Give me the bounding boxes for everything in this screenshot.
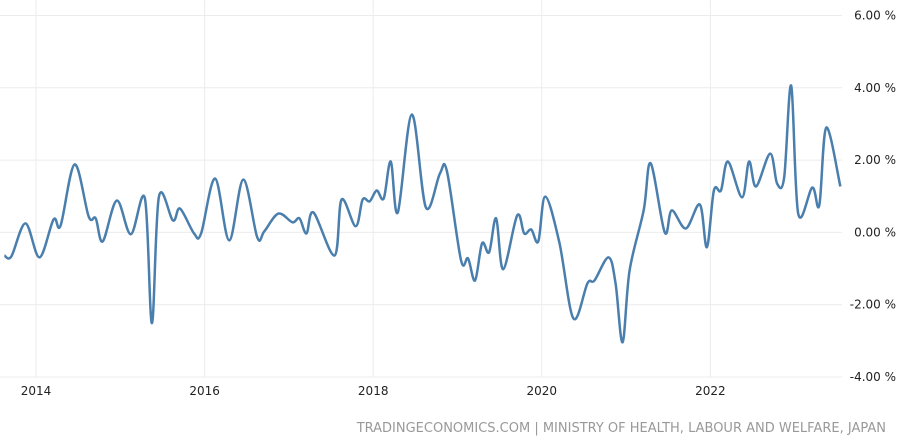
y-tick-label: 4.00 %	[854, 81, 896, 95]
y-tick-label: 0.00 %	[854, 225, 896, 239]
source-credit: TRADINGECONOMICS.COM | MINISTRY OF HEALT…	[356, 421, 886, 436]
y-tick-label: -4.00 %	[850, 370, 896, 384]
y-axis: 6.00 % 4.00 % 2.00 % 0.00 % -2.00 % -4.00 %	[850, 9, 896, 385]
y-tick-label: 6.00 %	[854, 9, 896, 23]
y-tick-label: -2.00 %	[850, 298, 896, 312]
series-line	[3, 84, 842, 344]
x-axis: 2014 2016 2018 2020 2022	[21, 384, 726, 398]
x-tick-label: 2014	[21, 384, 52, 398]
data-points	[4, 86, 840, 343]
grid	[0, 0, 842, 378]
x-tick-label: 2022	[695, 384, 726, 398]
y-tick-label: 2.00 %	[854, 153, 896, 167]
x-tick-label: 2018	[358, 384, 389, 398]
x-tick-label: 2016	[189, 384, 220, 398]
x-tick-label: 2020	[527, 384, 558, 398]
